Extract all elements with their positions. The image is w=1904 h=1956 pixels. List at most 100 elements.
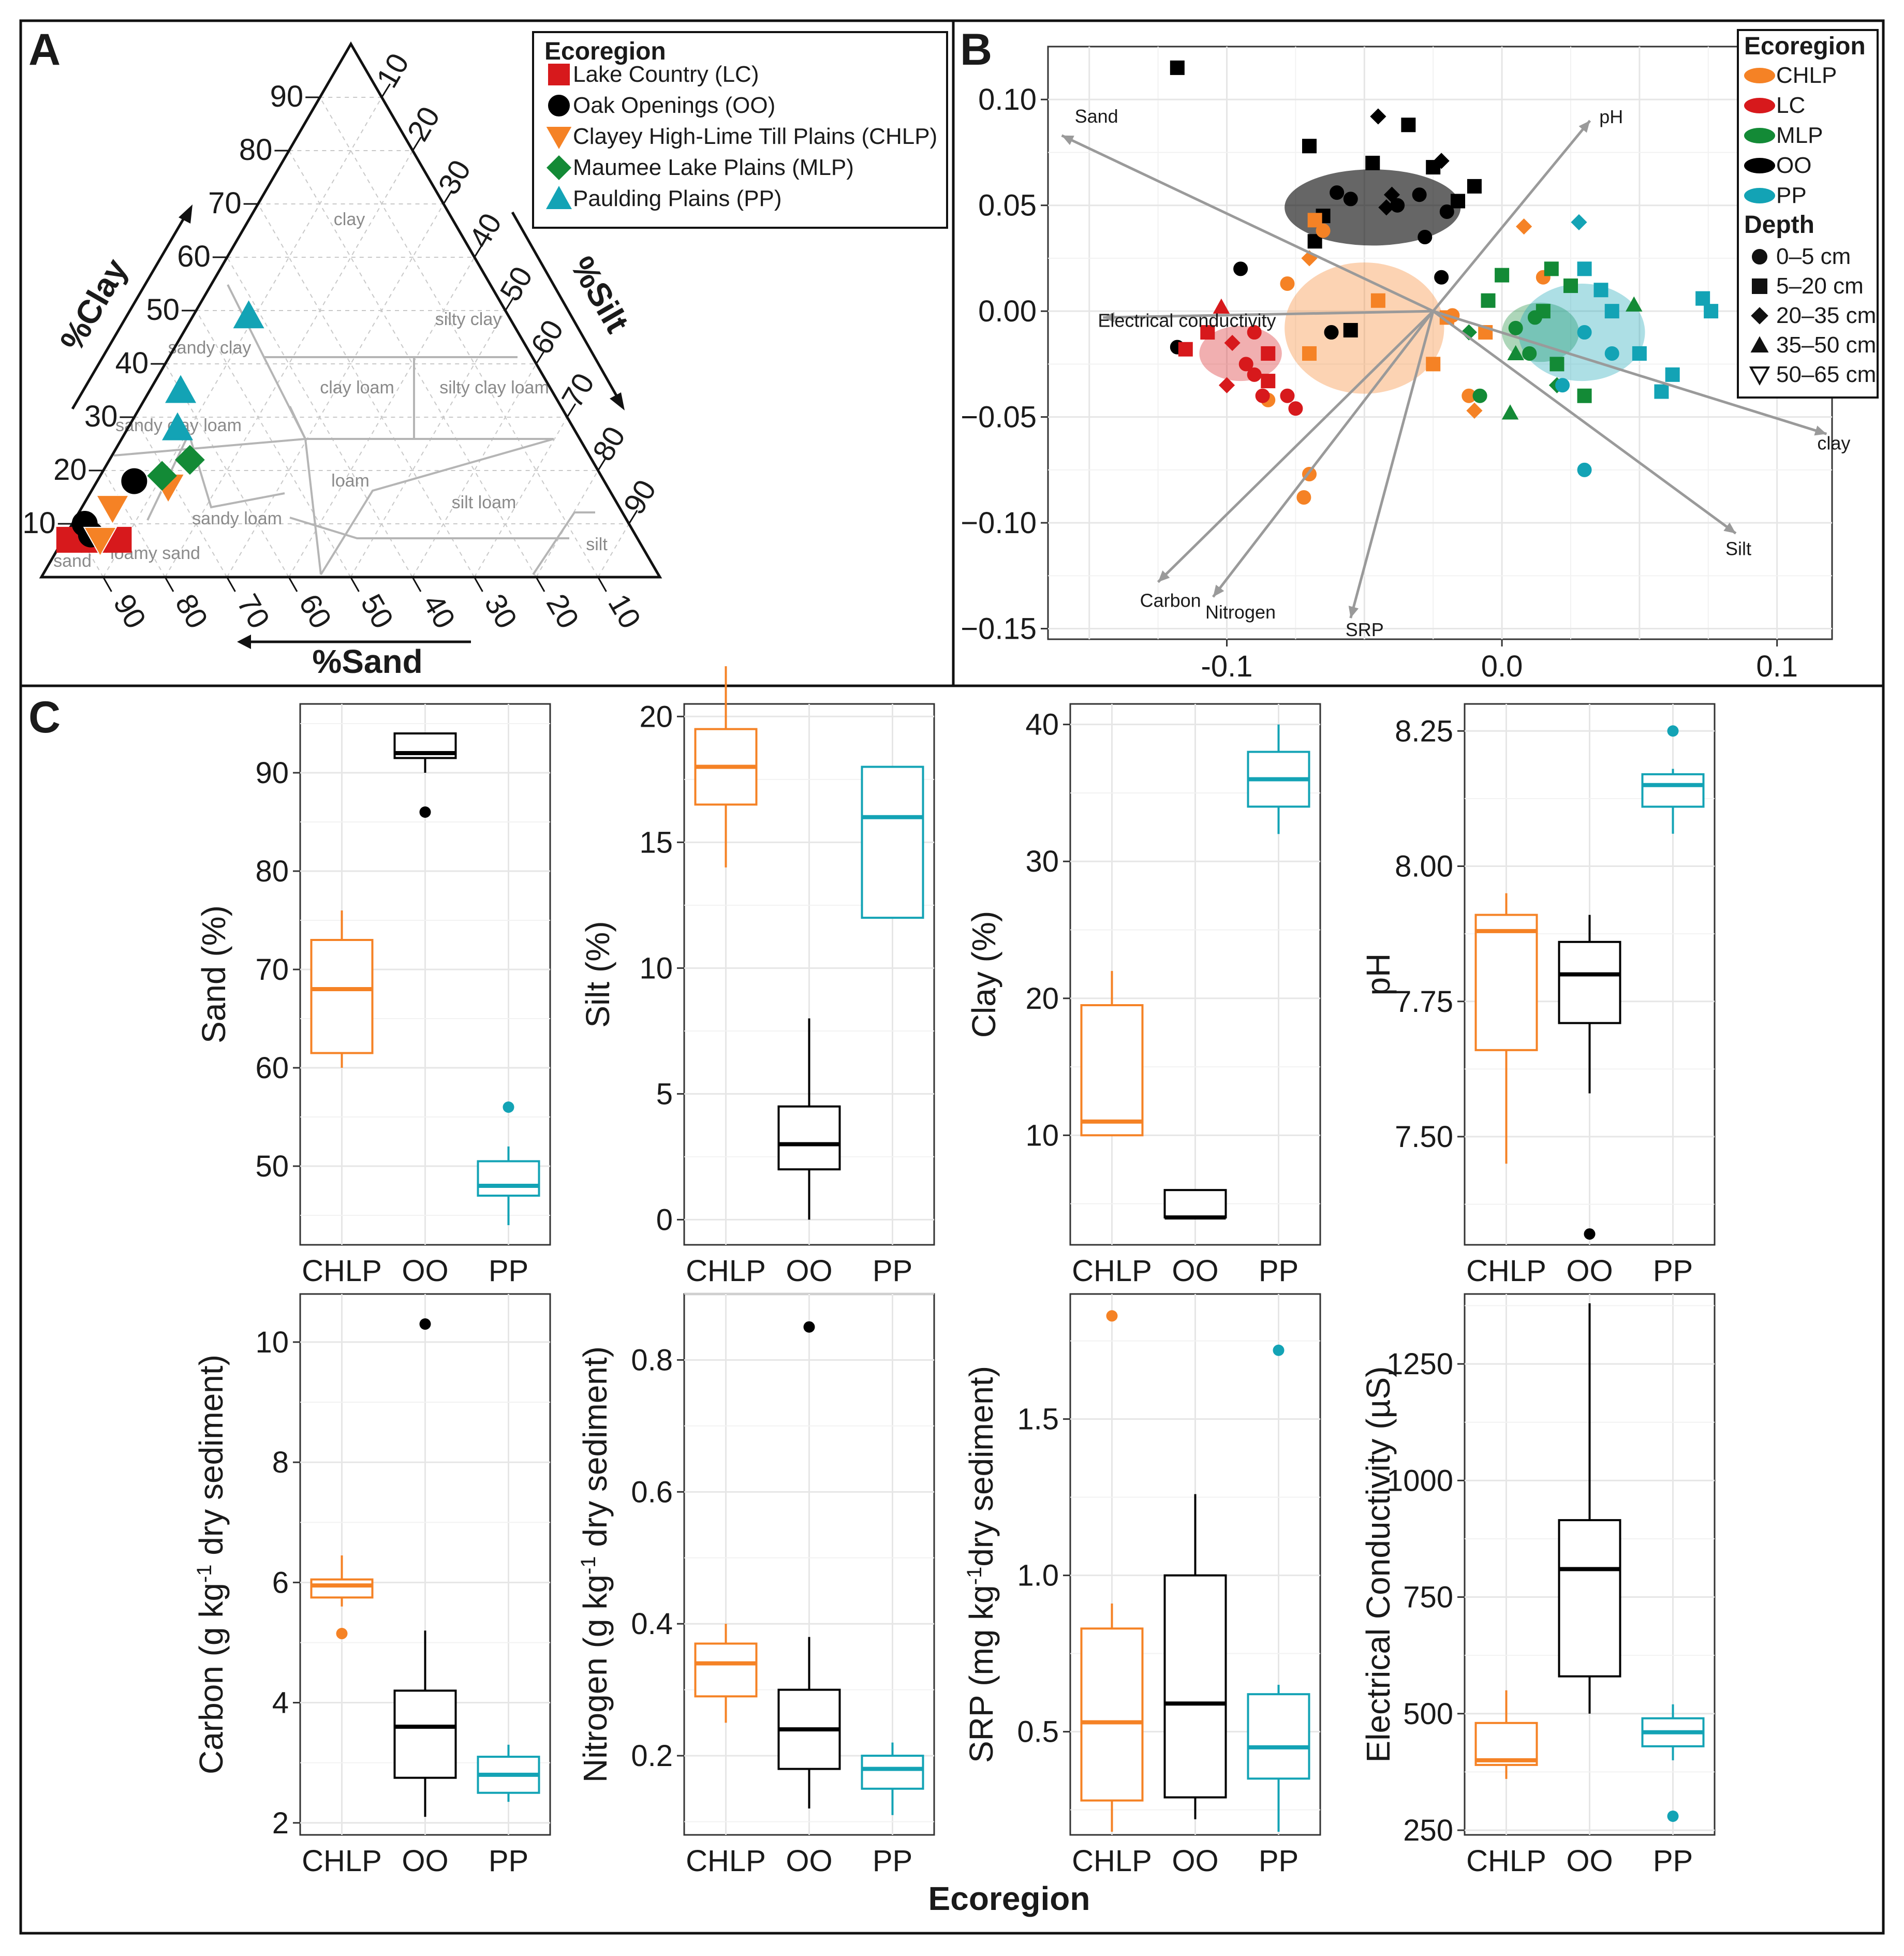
boxplot-panel-4: 7.50 7.75 8.00 8.25 pH CHLP OO PP: [1360, 703, 1716, 1288]
pca-legend-label-mlp: MLP: [1776, 123, 1823, 148]
pca-point-oo: [1434, 270, 1449, 285]
ternary-point-chlp: [83, 526, 117, 557]
boxplot-y-tick-label: 50: [255, 1150, 289, 1183]
boxplot-y-tick-label: 8.25: [1395, 714, 1453, 748]
pca-point-lc: [1261, 346, 1276, 361]
boxplot-x-tick-label: OO: [402, 1254, 448, 1288]
sand-tick-mark: [474, 577, 483, 592]
panel-b-label: B: [960, 25, 992, 75]
boxplot-y-tick-label: 0.5: [1017, 1715, 1059, 1749]
pca-point-lc: [1238, 357, 1253, 372]
pca-arrow-label-srp: SRP: [1346, 619, 1384, 640]
pca-arrow-electrical-conductivity: [1103, 310, 1434, 319]
pca-arrow-label-silt: Silt: [1725, 538, 1751, 560]
boxplot-box-chlp: [1474, 1690, 1538, 1779]
zone-label-silty-clay: silty clay: [435, 310, 501, 329]
pca-arrow-label-ph: pH: [1599, 106, 1623, 127]
boxplot-iqr-box: [1163, 1189, 1227, 1219]
ternary-point-oo: [121, 468, 147, 494]
pca-point-oo: [1426, 160, 1441, 175]
boxplot-box-pp: [1247, 724, 1310, 834]
ternary-gridline-sand: [102, 470, 166, 578]
pca-point-oo: [1418, 230, 1433, 245]
ternary-legend-label-chlp: Clayey High-Lime Till Plains (CHLP): [573, 124, 937, 149]
panel-c-frame: [19, 684, 1885, 1935]
pca-points: [1170, 60, 1719, 505]
pca-point-chlp: [1370, 293, 1385, 308]
zone-boundary-siltloam: [289, 517, 569, 539]
boxplot-y-axis-label: Nitrogen (g kg-1 dry sediment): [577, 1346, 614, 1783]
boxplot-outlier: [1667, 1810, 1679, 1822]
zone-label-loam: loam: [331, 471, 370, 491]
boxplot-x-tick-label: CHLP: [1466, 1254, 1546, 1288]
boxplot-box-oo: [1163, 1189, 1227, 1220]
boxplot-x-tick-label: PP: [873, 1844, 912, 1878]
ternary-legend-marker-mlp: [547, 155, 571, 180]
pca-point-lc: [1200, 325, 1215, 340]
boxplot-y-axis-label-main: Silt (%): [579, 921, 616, 1027]
boxplot-x-tick-label: CHLP: [1072, 1254, 1152, 1288]
boxplot-box-pp: [1641, 725, 1705, 834]
ternary-point-pp: [162, 412, 194, 440]
boxplot-panel-7: 0.5 1.0 1.5 SRP (mg kg-1dry sediment) CHLP OO…: [963, 1293, 1321, 1878]
pca-point-mlp: [1460, 324, 1477, 341]
pca-arrow-clay: [1433, 310, 1827, 435]
ternary-legend-marker-oo: [548, 95, 570, 116]
pca-point-mlp: [1481, 293, 1496, 308]
pca-point-pp: [1577, 261, 1592, 276]
ternary-point-chlp: [95, 495, 130, 525]
clay-tick-label: 60: [177, 240, 211, 273]
boxplot-box-chlp: [694, 666, 758, 867]
pca-point-mlp: [1501, 404, 1519, 420]
pca-point-mlp: [1563, 278, 1578, 293]
pca-tick-labels: -0.1 0.0 0.1 0.10 0.05 0.00 −0.05 −0.10 −0.15: [961, 83, 1798, 683]
boxplot-y-axis-label-main: Electrical Conductivity (µS): [1360, 1366, 1397, 1763]
boxplot-y-axis-label-main: Clay (%): [965, 911, 1002, 1038]
silt-tick-mark: [597, 457, 607, 471]
ternary-legend-label-lc: Lake Country (LC): [573, 62, 759, 87]
boxplot-outlier: [419, 1318, 431, 1330]
boxplot-outlier: [419, 806, 431, 818]
pca-biplot: Sand pH Electrical conductivity clay Silt Car…: [961, 29, 1879, 683]
boxplot-y-tick-label: 20: [1025, 982, 1059, 1016]
boxplot-x-tick-label: CHLP: [1072, 1844, 1152, 1878]
boxplot-outlier: [1273, 1344, 1285, 1356]
boxplot-y-axis-label: pH: [1360, 953, 1397, 996]
clay-tick-label: 20: [53, 453, 87, 487]
pca-arrowhead-nitrogen: [1213, 584, 1224, 597]
pca-point-oo: [1390, 198, 1405, 213]
zone-label-clay: clay: [334, 210, 365, 229]
boxplot-box-chlp: [1080, 1310, 1144, 1832]
pca-point-pp: [1577, 462, 1592, 477]
sand-tick-mark: [288, 577, 298, 592]
boxplot-box-pp: [861, 766, 924, 919]
boxplot-y-tick-label: 6: [272, 1566, 289, 1599]
pca-legend-depth-label: 0–5 cm: [1776, 244, 1851, 269]
pca-point-lc: [1247, 367, 1262, 382]
pca-point-lc: [1288, 401, 1303, 416]
pca-arrow-nitrogen: [1212, 310, 1435, 598]
boxplot-y-axis-label: Carbon (g kg-1 dry sediment): [193, 1355, 230, 1774]
clay-axis-arrowhead: [179, 204, 193, 224]
pca-legend-depth-marker: [1751, 307, 1768, 325]
boxplot-box-pp: [1641, 1704, 1705, 1822]
boxplot-iqr-box: [1247, 1693, 1310, 1780]
pca-point-oo: [1401, 117, 1416, 133]
pca-point-mlp: [1508, 320, 1523, 335]
pca-arrow-label-clay: clay: [1817, 432, 1850, 453]
boxplot-box-chlp: [310, 1555, 374, 1640]
pca-legend-label-oo: OO: [1776, 153, 1811, 178]
boxplot-iqr-box: [1474, 914, 1538, 1051]
sand-tick-mark: [102, 577, 112, 592]
pca-point-pp: [1571, 214, 1587, 231]
pca-point-pp: [1555, 378, 1570, 393]
pca-legend-depth-marker: [1750, 336, 1769, 352]
boxplot-x-tick-label: CHLP: [302, 1254, 382, 1288]
clay-axis-arrow: [71, 209, 190, 410]
sand-tick-mark: [164, 577, 174, 592]
pca-legend-marker-pp: [1744, 188, 1775, 203]
boxplot-y-tick-label: 0.2: [631, 1739, 673, 1773]
pca-arrowhead-clay: [1814, 425, 1827, 436]
boxplot-x-tick-label: CHLP: [686, 1844, 766, 1878]
clay-tick-label: 80: [239, 133, 273, 167]
